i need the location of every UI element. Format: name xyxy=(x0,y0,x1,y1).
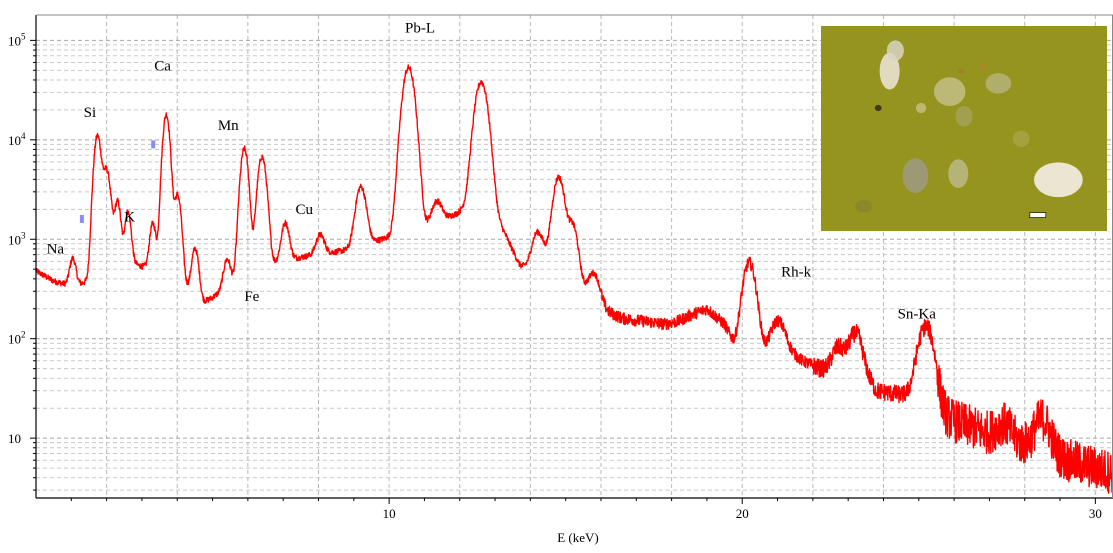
annotation-label: Cu xyxy=(296,202,314,218)
y-tick-label: 105 xyxy=(8,31,26,48)
peak-annotations: Na Si K Ca Mn Fe Cu Pb-L Rh-k Sn-Ka xyxy=(47,21,937,323)
inset-photo-grain xyxy=(855,200,873,213)
inset-photo-grain xyxy=(886,40,904,61)
annotation-label: Na xyxy=(47,241,65,257)
inset-photo-grain xyxy=(1034,162,1083,198)
x-tick-label: 30 xyxy=(1089,506,1102,521)
y-tick-label: 10 xyxy=(8,431,21,446)
inset-photo-grain xyxy=(902,158,929,194)
inset-photo-grain xyxy=(874,104,882,112)
annotation-label: Ca xyxy=(154,58,171,74)
x-axis-title: E (keV) xyxy=(557,530,599,545)
inset-photo-grain xyxy=(985,73,1012,94)
spectrum-series xyxy=(35,64,1113,494)
x-tick-label: 10 xyxy=(383,506,396,521)
inset-photo-grain xyxy=(879,52,900,90)
inset-photo-grain xyxy=(933,77,966,106)
y-tick-label: 102 xyxy=(8,330,26,347)
inset-photo-grain xyxy=(915,102,927,114)
annotation-label: Pb-L xyxy=(405,21,435,37)
peak-marker xyxy=(151,140,156,149)
inset-photo-grain xyxy=(1012,130,1030,147)
peak-marker xyxy=(79,214,84,223)
annotation-label: Sn-Ka xyxy=(898,306,937,322)
inset-photo-grain xyxy=(948,159,969,188)
axes: 10 20 30 10 102 103 104 105 xyxy=(8,14,1113,521)
inset-photo-grain xyxy=(981,64,987,70)
spectrum-line xyxy=(35,64,1113,494)
annotation-label: K xyxy=(124,210,135,226)
annotation-label: Rh-k xyxy=(781,265,812,281)
x-tick-label: 20 xyxy=(736,506,749,521)
annotation-label: Mn xyxy=(218,118,239,134)
annotation-label: Fe xyxy=(244,289,259,305)
y-tick-label: 103 xyxy=(8,230,26,247)
annotation-label: Si xyxy=(84,105,97,121)
inset-photo xyxy=(821,26,1107,231)
inset-photo-grain xyxy=(955,105,973,127)
inset-scale-bar xyxy=(1029,212,1047,218)
y-tick-label: 104 xyxy=(8,131,26,148)
inset-photo-grain xyxy=(958,68,964,74)
